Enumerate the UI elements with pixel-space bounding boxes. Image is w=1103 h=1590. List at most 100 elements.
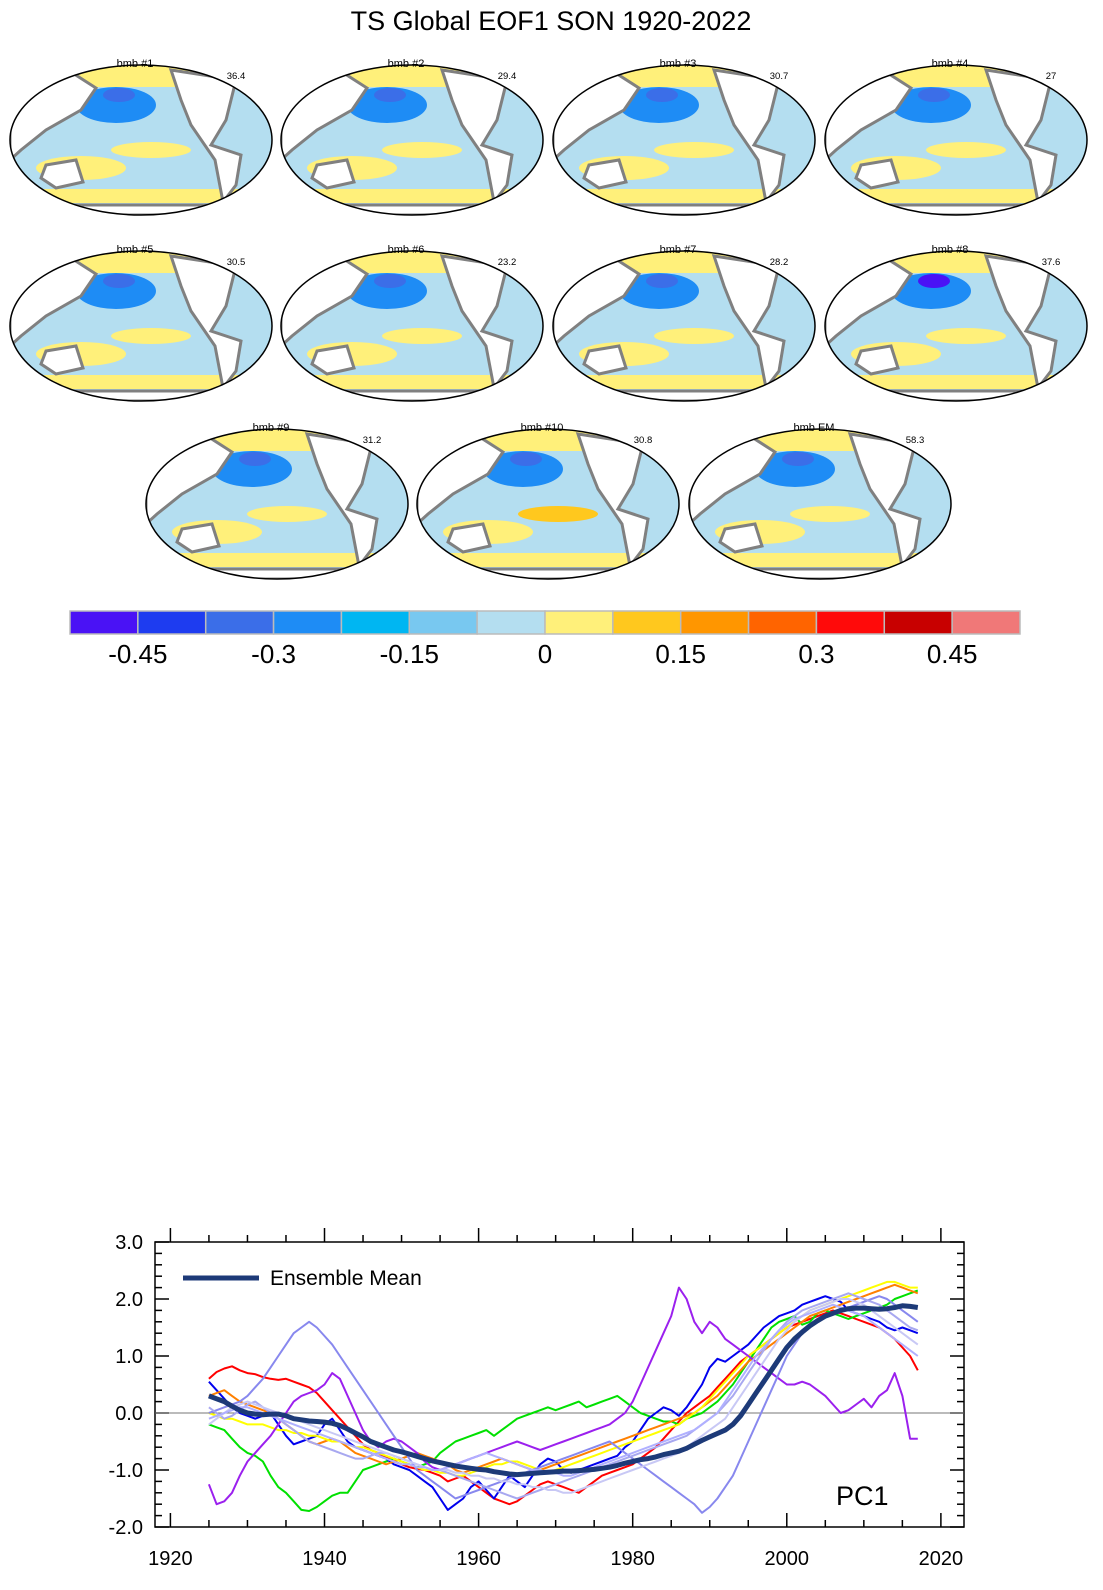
panel-variance: 31.2 [363,435,382,446]
map-outline [552,64,816,216]
colorbar-swatch [69,610,139,635]
member-line [208,1289,919,1512]
colorbar-label: 0.3 [798,639,834,669]
land-americas [711,254,786,392]
map-outline [9,64,273,216]
panel-variance: 27 [1046,71,1057,82]
x-axis: 1920 1940 1960 1980 2000 2020 [148,1228,963,1570]
land-australia [39,158,85,190]
colorbar-label: -0.3 [251,639,296,669]
map-panel: bmb #3 30.7 [552,58,816,216]
land-antarctica [10,203,272,215]
map-panel: bmb #7 28.2 [552,244,816,402]
y-tick-label: 2.0 [115,1289,143,1311]
x-tick-label: 1920 [148,1548,193,1570]
land-antarctica [825,389,1087,401]
panel-variance: 37.6 [1042,257,1061,268]
pc1-plot: 1920 1940 1960 1980 2000 2020 -2.0 -1.0 0.0 1.0 2… [109,1228,965,1570]
colorbar-swatch [408,610,478,635]
map-panel: bmb #9 31.2 [145,422,409,580]
cold-core [918,88,950,102]
panel-label: bmb #4 [932,58,969,70]
panel-variance: 28.2 [770,257,789,268]
land-americas [575,432,650,570]
panel-label: bmb EM [794,422,835,434]
y-tick-label: -2.0 [109,1517,143,1539]
panel-label: bmb #6 [388,244,425,256]
warm-patch [518,506,598,522]
y-tick-label: 1.0 [115,1346,143,1368]
warm-patch [926,142,1006,158]
land-antarctica [825,203,1087,215]
cold-patch [212,451,292,487]
map-panel: bmb EM 58.3 [688,422,952,580]
land-australia [39,344,85,376]
southern-band [417,553,679,567]
colorbar-swatch [679,610,750,635]
land-australia [718,522,764,554]
figure-title: TS Global EOF1 SON 1920-2022 [351,6,752,36]
colorbar-swatch [272,610,343,635]
x-tick-label: 2020 [919,1548,964,1570]
panel-variance: 30.5 [227,257,246,268]
land-americas [711,68,786,206]
warm-patch [111,142,191,158]
colorbar-swatch [137,610,207,635]
x-tick-label: 1960 [456,1548,501,1570]
land-australia [310,158,356,190]
cold-patch [891,87,971,123]
panel-label: bmb #8 [932,244,969,256]
map-outline [824,64,1088,216]
warm-patch [654,142,734,158]
member-line [208,1292,919,1500]
panel-variance: 30.8 [634,435,653,446]
map-outline [552,250,816,402]
colorbar-label: -0.45 [108,639,167,669]
y-tick-label: 3.0 [115,1232,143,1254]
land-americas [847,432,922,570]
colorbar-label: 0 [538,639,552,669]
panel-label: bmb #1 [117,58,154,70]
cold-core [239,452,271,466]
panel-variance: 58.3 [906,435,925,446]
panel-label: bmb #3 [660,58,697,70]
warm-patch [926,328,1006,344]
colorbar: -0.45 -0.3 -0.15 0 0.15 0.3 0.45 [69,610,1021,669]
southern-band [553,375,815,389]
map-panel: bmb #6 23.2 [280,244,544,402]
southern-band [10,375,272,389]
southern-band [825,375,1087,389]
x-tick-label: 1940 [302,1548,347,1570]
x-tick-label: 1980 [610,1548,655,1570]
panel-label: bmb #7 [660,244,697,256]
map-panel: bmb #10 30.8 [416,422,680,580]
x-tick-label: 2000 [765,1548,810,1570]
cold-core [646,274,678,288]
cold-patch [891,273,971,309]
land-antarctica [553,203,815,215]
legend: Ensemble Mean [183,1267,422,1290]
colorbar-label: 0.45 [927,639,978,669]
panel-variance: 30.7 [770,71,789,82]
land-americas [983,254,1058,392]
map-outline [824,250,1088,402]
map-outline [416,428,680,580]
warm-patch [111,328,191,344]
land-australia [854,158,900,190]
land-australia [582,344,628,376]
map-panel: bmb #4 27 [824,58,1088,216]
land-antarctica [146,567,408,579]
series-lines [207,1280,919,1514]
member-line [208,1295,919,1511]
colorbar-swatch [747,610,818,635]
cold-patch [347,273,427,309]
southern-band [146,553,408,567]
cold-core [782,452,814,466]
cold-core [510,452,542,466]
member-line [207,1286,918,1506]
land-australia [310,344,356,376]
cold-patch [76,87,156,123]
land-australia [582,158,628,190]
